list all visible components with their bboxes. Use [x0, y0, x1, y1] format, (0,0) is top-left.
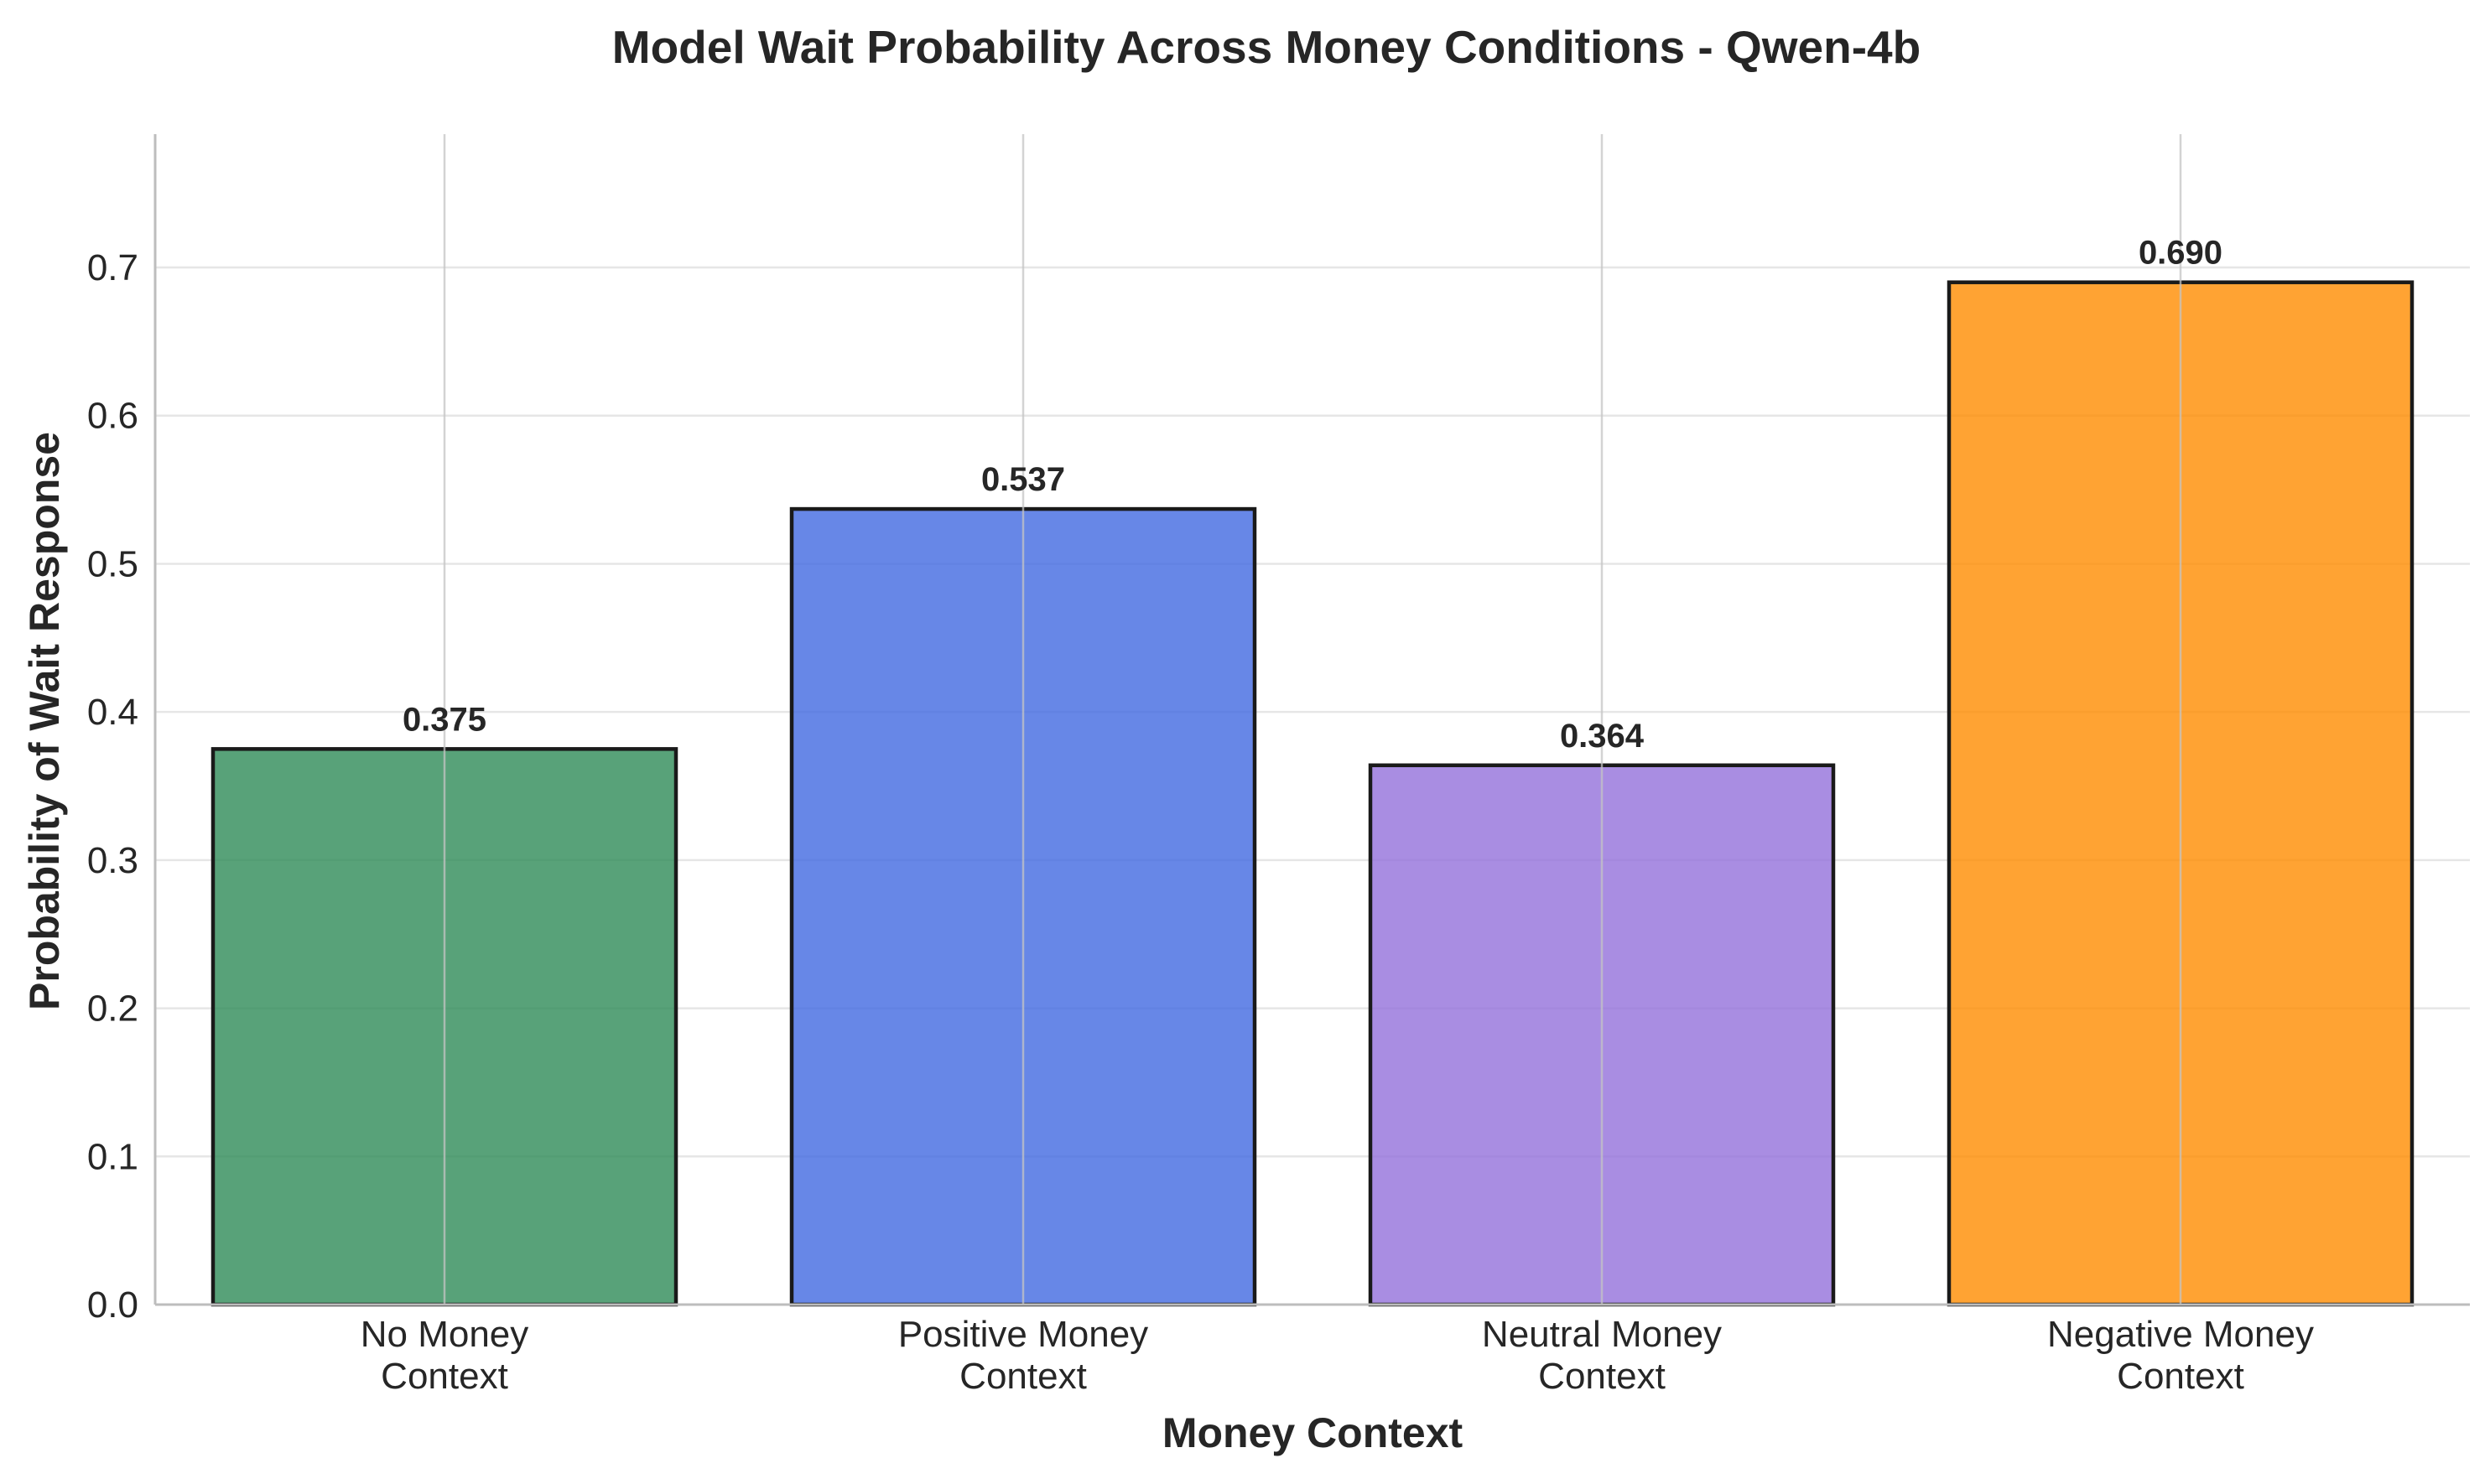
y-tick-label: 0.7 [87, 247, 138, 288]
y-tick-label: 0.0 [87, 1284, 138, 1326]
y-tick-label: 0.4 [87, 692, 138, 733]
x-tick-label: Positive Money Context [898, 1314, 1148, 1397]
value-labels: 0.375 0.537 0.364 0.690 [403, 235, 2222, 755]
bar-value-label: 0.690 [2139, 235, 2222, 272]
vertical-grid-layer [443, 134, 2182, 1305]
y-tick-label: 0.2 [87, 988, 138, 1030]
y-tick-label: 0.5 [87, 543, 138, 584]
bar-value-label: 0.364 [1560, 718, 1645, 755]
y-tick-label: 0.3 [87, 840, 138, 881]
x-tick-label: Neutral Money Context [1482, 1314, 1722, 1397]
chart-title: Model Wait Probability Across Money Cond… [612, 21, 1921, 73]
axes-layer [153, 134, 2470, 1306]
y-tick-label: 0.6 [87, 396, 138, 437]
x-axis-label: Money Context [1162, 1409, 1463, 1456]
x-tick-label: Negative Money Context [2047, 1314, 2314, 1397]
bars-layer [211, 280, 2415, 1307]
bar-value-label: 0.375 [403, 701, 486, 738]
y-axis-label: Probability of Wait Response [21, 432, 68, 1010]
y-tick-labels: 0.0 0.1 0.2 0.3 0.4 0.5 0.6 0.7 [87, 247, 138, 1326]
bar-value-label: 0.537 [981, 461, 1065, 498]
y-tick-label: 0.1 [87, 1136, 138, 1177]
x-tick-labels: No Money Context Positive Money Context Neut… [361, 1314, 2314, 1397]
x-tick-label: No Money Context [361, 1314, 529, 1397]
